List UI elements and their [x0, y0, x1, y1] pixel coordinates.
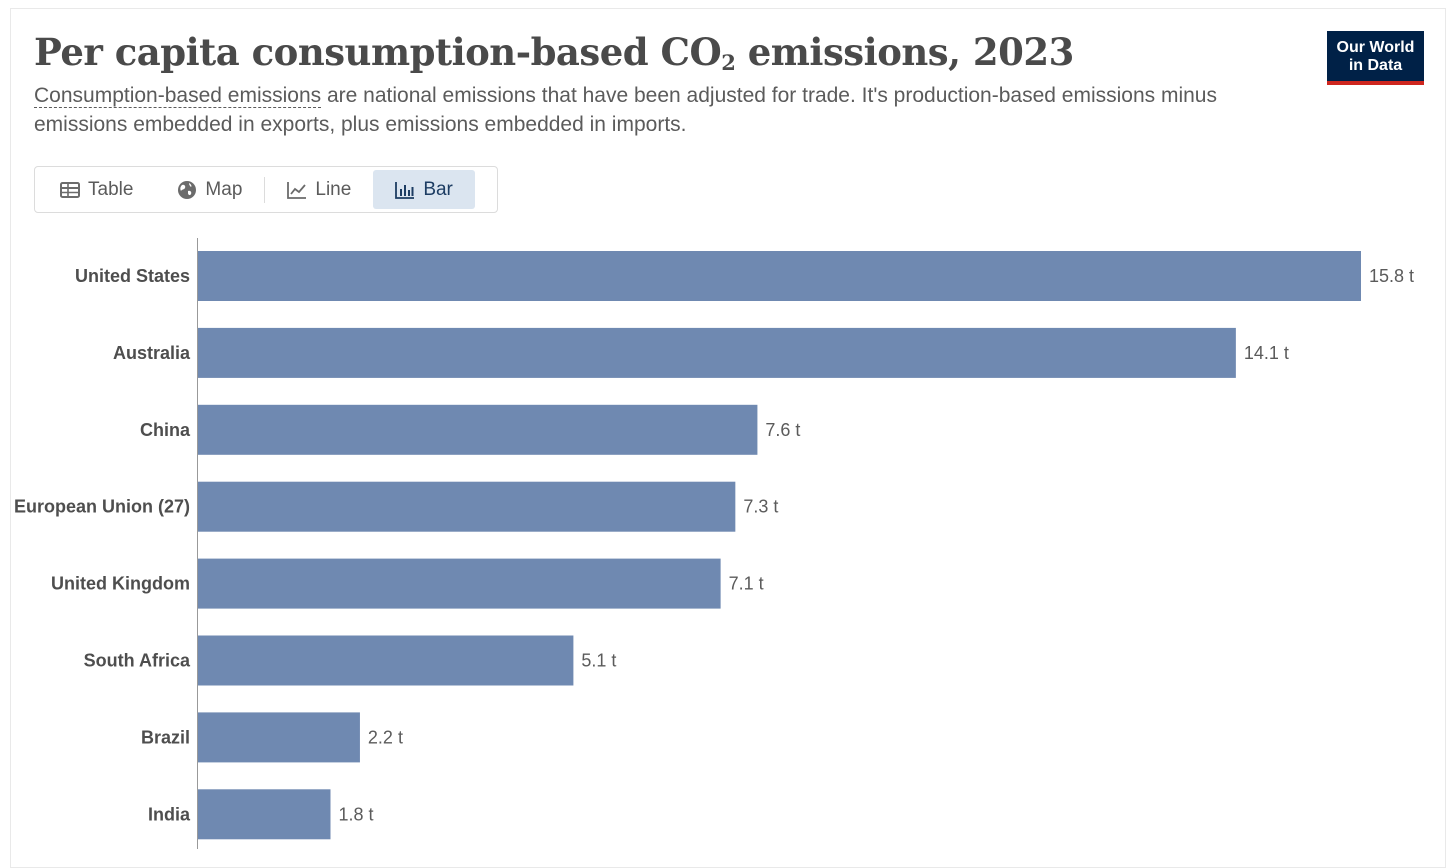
value-label: 5.1 t — [581, 651, 616, 671]
value-label: 14.1 t — [1244, 343, 1289, 363]
tab-line[interactable]: Line — [265, 170, 373, 209]
bar[interactable] — [198, 251, 1361, 301]
bar[interactable] — [198, 789, 331, 840]
globe-icon — [177, 180, 197, 200]
value-label: 1.8 t — [338, 804, 373, 824]
tab-separator — [264, 176, 266, 203]
bar-chart: United States 15.8 t Australia 14.1 t China 7… — [14, 238, 1414, 849]
category-label: Australia — [113, 343, 191, 363]
tab-table[interactable]: Table — [38, 170, 155, 209]
value-label: 7.3 t — [743, 497, 778, 517]
category-label: Brazil — [141, 727, 190, 747]
category-label: United States — [75, 266, 190, 286]
table-icon — [60, 180, 80, 200]
chart-subtitle: Consumption-based emissions are national… — [34, 84, 1217, 136]
value-label: 2.2 t — [368, 727, 403, 747]
value-label: 7.1 t — [729, 574, 764, 594]
category-label: India — [148, 804, 191, 824]
bar[interactable] — [198, 712, 360, 763]
bar[interactable] — [198, 404, 758, 455]
value-label: 15.8 t — [1369, 266, 1414, 286]
line-chart-icon — [287, 180, 307, 200]
category-label: China — [140, 420, 191, 440]
tab-bar[interactable]: Bar — [373, 170, 475, 209]
owid-logo[interactable]: Our World in Data — [1327, 31, 1424, 85]
chart-view-tabs: Table Map Line Bar — [34, 166, 498, 213]
bar[interactable] — [198, 558, 721, 609]
page-title: Per capita consumption-based CO2 emissio… — [34, 30, 1074, 75]
bar[interactable] — [198, 481, 736, 532]
category-label: South Africa — [84, 651, 191, 671]
bar-chart-icon — [395, 180, 415, 200]
tab-map[interactable]: Map — [155, 170, 264, 209]
category-label: United Kingdom — [51, 574, 190, 594]
value-label: 7.6 t — [765, 420, 800, 440]
bar[interactable] — [198, 635, 574, 686]
category-label: European Union (27) — [14, 497, 190, 517]
bar[interactable] — [198, 327, 1236, 378]
consumption-based-emissions-term[interactable]: Consumption-based emissions — [34, 84, 322, 108]
